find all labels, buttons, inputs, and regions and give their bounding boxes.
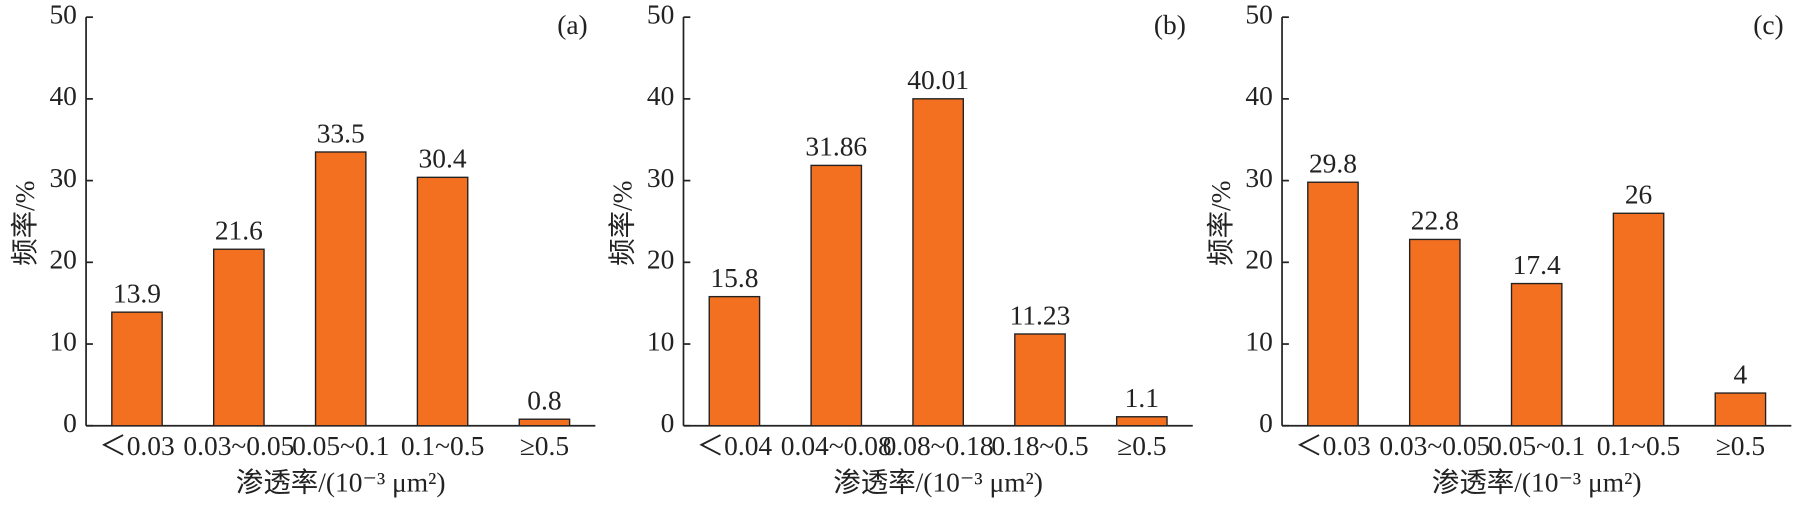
x-tick-label: 0.05~0.1	[1488, 431, 1585, 461]
x-tick-label: 0.1~0.5	[1597, 431, 1681, 461]
value-label: 29.8	[1309, 149, 1357, 179]
value-label: 1.1	[1125, 383, 1159, 413]
y-tick-label: 0	[63, 408, 77, 438]
bar	[111, 311, 163, 427]
y-tick-label: 0	[661, 408, 675, 438]
y-tick-label: 10	[49, 326, 76, 356]
x-tick-label: 0.03~0.05	[183, 431, 294, 461]
panel-label: (b)	[1154, 10, 1186, 40]
value-label: 4	[1734, 359, 1748, 389]
y-tick-label: 20	[49, 245, 76, 275]
bar	[212, 248, 265, 427]
panel-label: (c)	[1753, 10, 1783, 40]
y-tick-label: 20	[1245, 245, 1272, 275]
bar	[1307, 181, 1359, 427]
y-tick-label: 30	[1245, 163, 1272, 193]
bar	[1510, 282, 1563, 427]
y-tick-label: 10	[1245, 326, 1272, 356]
bar	[416, 176, 469, 427]
x-tick-label: ≥0.5	[1117, 431, 1166, 461]
bar	[810, 164, 863, 427]
value-label: 31.86	[805, 132, 867, 162]
bar	[708, 295, 761, 427]
bar	[1014, 333, 1066, 427]
y-axis-title: 频率/%	[10, 180, 40, 265]
x-tick-label: 0.04~0.08	[781, 431, 892, 461]
y-axis-title: 频率/%	[1206, 180, 1236, 265]
y-tick-label: 10	[647, 326, 674, 356]
y-tick-label: 30	[49, 163, 76, 193]
value-label: 30.4	[419, 144, 467, 174]
x-axis-title: 渗透率/(10⁻³ μm²)	[833, 468, 1043, 498]
x-tick-label: ≥0.5	[1716, 431, 1765, 461]
x-tick-label: 0.05~0.1	[292, 431, 389, 461]
y-tick-label: 50	[647, 0, 674, 29]
y-tick-label: 40	[49, 81, 76, 111]
bar	[1714, 392, 1767, 427]
bar	[1612, 212, 1665, 427]
value-label: 0.8	[527, 385, 561, 415]
x-tick-label: ＜0.03	[1295, 431, 1371, 461]
value-label: 26	[1625, 180, 1652, 210]
y-tick-label: 40	[647, 81, 674, 111]
y-tick-label: 40	[1245, 81, 1272, 111]
bar	[1115, 416, 1168, 427]
y-tick-label: 30	[647, 163, 674, 193]
bar	[518, 418, 571, 427]
x-tick-label: 0.03~0.05	[1379, 431, 1490, 461]
bar	[912, 98, 964, 427]
y-tick-label: 20	[647, 245, 674, 275]
x-axis-title: 渗透率/(10⁻³ μm²)	[236, 468, 446, 498]
x-axis-title: 渗透率/(10⁻³ μm²)	[1432, 468, 1642, 498]
bar	[314, 151, 367, 427]
y-axis-title: 频率/%	[607, 180, 637, 265]
x-tick-label: 0.18~0.5	[991, 431, 1088, 461]
value-label: 11.23	[1010, 300, 1071, 330]
x-tick-label: ＜0.04	[697, 431, 773, 461]
x-tick-label: ≥0.5	[520, 431, 569, 461]
value-label: 21.6	[215, 216, 263, 246]
value-label: 33.5	[317, 118, 365, 148]
bar	[1408, 238, 1461, 427]
value-label: 17.4	[1513, 250, 1561, 280]
y-tick-label: 0	[1259, 408, 1273, 438]
y-tick-label: 50	[1245, 0, 1272, 29]
value-label: 22.8	[1411, 206, 1459, 236]
value-label: 13.9	[113, 278, 161, 308]
x-tick-label: 0.08~0.18	[883, 431, 994, 461]
x-tick-label: ＜0.03	[99, 431, 175, 461]
value-label: 40.01	[907, 65, 969, 95]
value-label: 15.8	[710, 263, 758, 293]
x-tick-label: 0.1~0.5	[401, 431, 485, 461]
y-tick-label: 50	[49, 0, 76, 29]
panel-label: (a)	[557, 10, 587, 40]
